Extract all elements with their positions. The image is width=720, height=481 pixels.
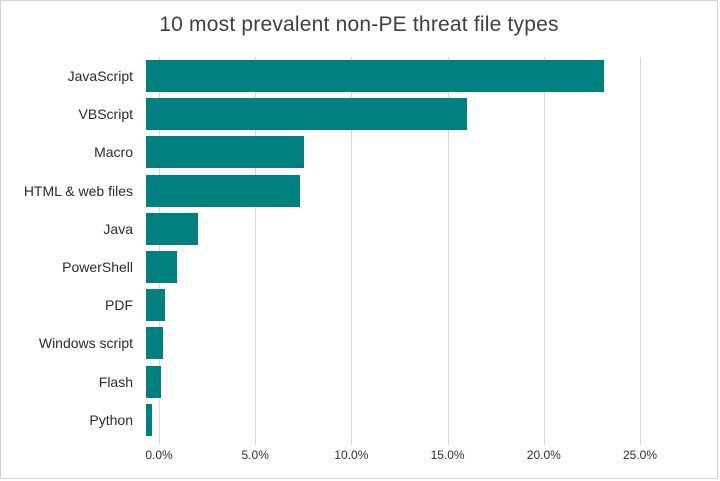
bar-row-javascript: JavaScript	[1, 57, 717, 95]
bar-track	[146, 98, 627, 131]
bar-powershell	[146, 251, 177, 284]
category-label: PDF	[105, 297, 133, 314]
bar-row-pdf: PDF	[1, 286, 717, 324]
bar-row-vbscript: VBScript	[1, 95, 717, 133]
bar-row-flash: Flash	[1, 363, 717, 401]
bar-rows: JavaScript VBScript Macro HTML & web fil…	[1, 57, 717, 439]
bar-flash	[146, 365, 162, 398]
bar-row-powershell: PowerShell	[1, 248, 717, 286]
bar-track	[146, 251, 627, 284]
bar-javascript	[146, 60, 604, 93]
bar-track	[146, 403, 627, 436]
category-label: VBScript	[78, 106, 133, 123]
bar-row-python: Python	[1, 401, 717, 439]
bar-row-html-web-files: HTML & web files	[1, 172, 717, 210]
bar-track	[146, 174, 627, 207]
bar-vbscript	[146, 98, 468, 131]
category-label: JavaScript	[67, 68, 133, 85]
x-tick-5pct: 5.0%	[241, 448, 269, 462]
x-tick-20pct: 20.0%	[526, 448, 561, 462]
bar-row-java: Java	[1, 210, 717, 248]
category-label: HTML & web files	[23, 182, 133, 199]
x-tick-25pct: 25.0%	[622, 448, 658, 462]
category-label: Macro	[94, 144, 133, 161]
category-label: Flash	[98, 373, 133, 390]
bar-track	[146, 365, 627, 398]
bar-macro	[146, 136, 304, 169]
bar-java	[146, 212, 198, 245]
bar-track	[146, 60, 627, 93]
category-label: Windows script	[38, 335, 133, 352]
bar-track	[146, 289, 627, 322]
category-label: Java	[103, 220, 133, 237]
bar-python	[146, 403, 152, 436]
x-tick-15pct: 15.0%	[430, 448, 465, 462]
category-label: PowerShell	[62, 259, 133, 276]
x-tick-0pct: 0.0%	[145, 448, 173, 462]
bar-pdf	[146, 289, 166, 322]
bar-windows-script	[146, 327, 164, 360]
chart-title: 10 most prevalent non-PE threat file typ…	[159, 13, 559, 36]
bar-track	[146, 212, 627, 245]
bar-html-web-files	[146, 174, 300, 207]
category-label: Python	[89, 411, 133, 428]
x-axis: 0.0% 5.0% 10.0% 15.0% 20.0% 25.0%	[145, 448, 657, 464]
bar-track	[146, 327, 627, 360]
bar-row-macro: Macro	[1, 133, 717, 171]
bar-row-windows-script: Windows script	[1, 324, 717, 362]
bar-track	[146, 136, 627, 169]
x-tick-10pct: 10.0%	[334, 448, 369, 462]
